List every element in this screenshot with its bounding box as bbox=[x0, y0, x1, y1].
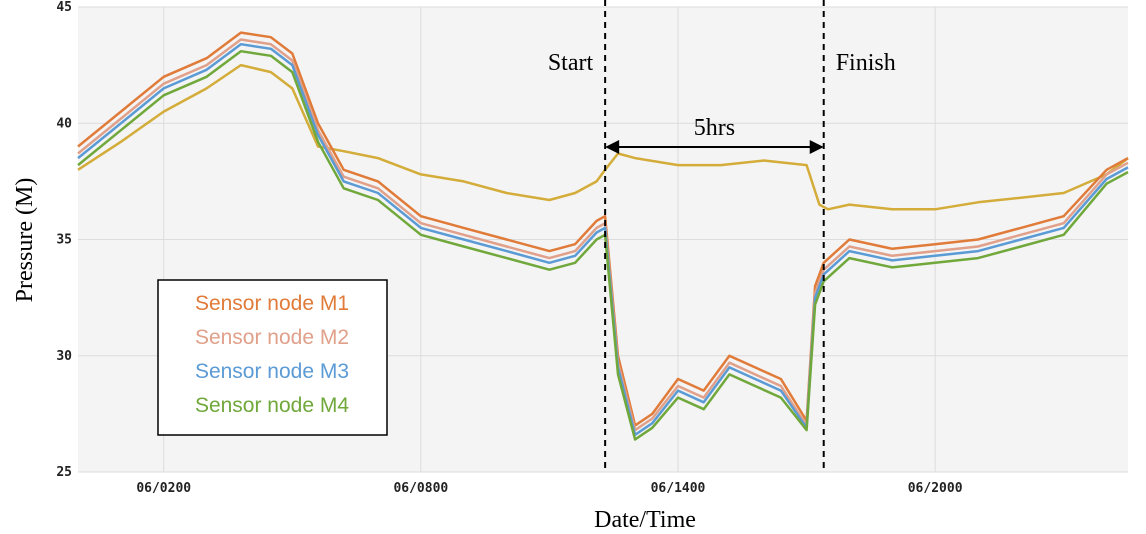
start-label: Start bbox=[548, 50, 594, 76]
y-tick-labels: 25 30 35 40 45 bbox=[56, 0, 72, 480]
duration-arrow-right-head bbox=[809, 140, 824, 154]
x-axis-label: Date/Time bbox=[594, 507, 696, 533]
duration-label: 5hrs bbox=[694, 115, 735, 141]
x-tick-labels: 06/0200 06/0800 06/1400 06/2000 bbox=[136, 481, 962, 496]
annotations: Start Finish 5hrs bbox=[548, 0, 896, 472]
legend-box bbox=[157, 279, 388, 436]
x-tick-label: 06/0800 bbox=[393, 481, 448, 496]
finish-label: Finish bbox=[836, 50, 896, 76]
legend: Sensor node M1 Sensor node M2 Sensor node … bbox=[157, 279, 388, 436]
x-tick-label: 06/1400 bbox=[651, 481, 706, 496]
y-tick-label: 45 bbox=[56, 0, 72, 15]
y-axis-label: Pressure (M) bbox=[12, 178, 38, 303]
y-tick-label: 30 bbox=[56, 349, 72, 364]
legend-entry: Sensor node M3 bbox=[195, 360, 349, 383]
y-tick-label: 25 bbox=[56, 465, 72, 480]
x-tick-label: 06/0200 bbox=[136, 481, 191, 496]
duration-arrow-left-head bbox=[605, 140, 620, 154]
y-tick-label: 35 bbox=[56, 233, 72, 248]
y-tick-label: 40 bbox=[56, 116, 72, 131]
x-tick-label: 06/2000 bbox=[908, 481, 963, 496]
legend-entry: Sensor node M4 bbox=[195, 394, 349, 417]
legend-entry: Sensor node M2 bbox=[195, 326, 349, 349]
legend-entry: Sensor node M1 bbox=[195, 292, 349, 315]
series-line-3 bbox=[77, 49, 1129, 441]
series-line-2 bbox=[77, 42, 1129, 437]
series-line-0 bbox=[77, 31, 1129, 427]
